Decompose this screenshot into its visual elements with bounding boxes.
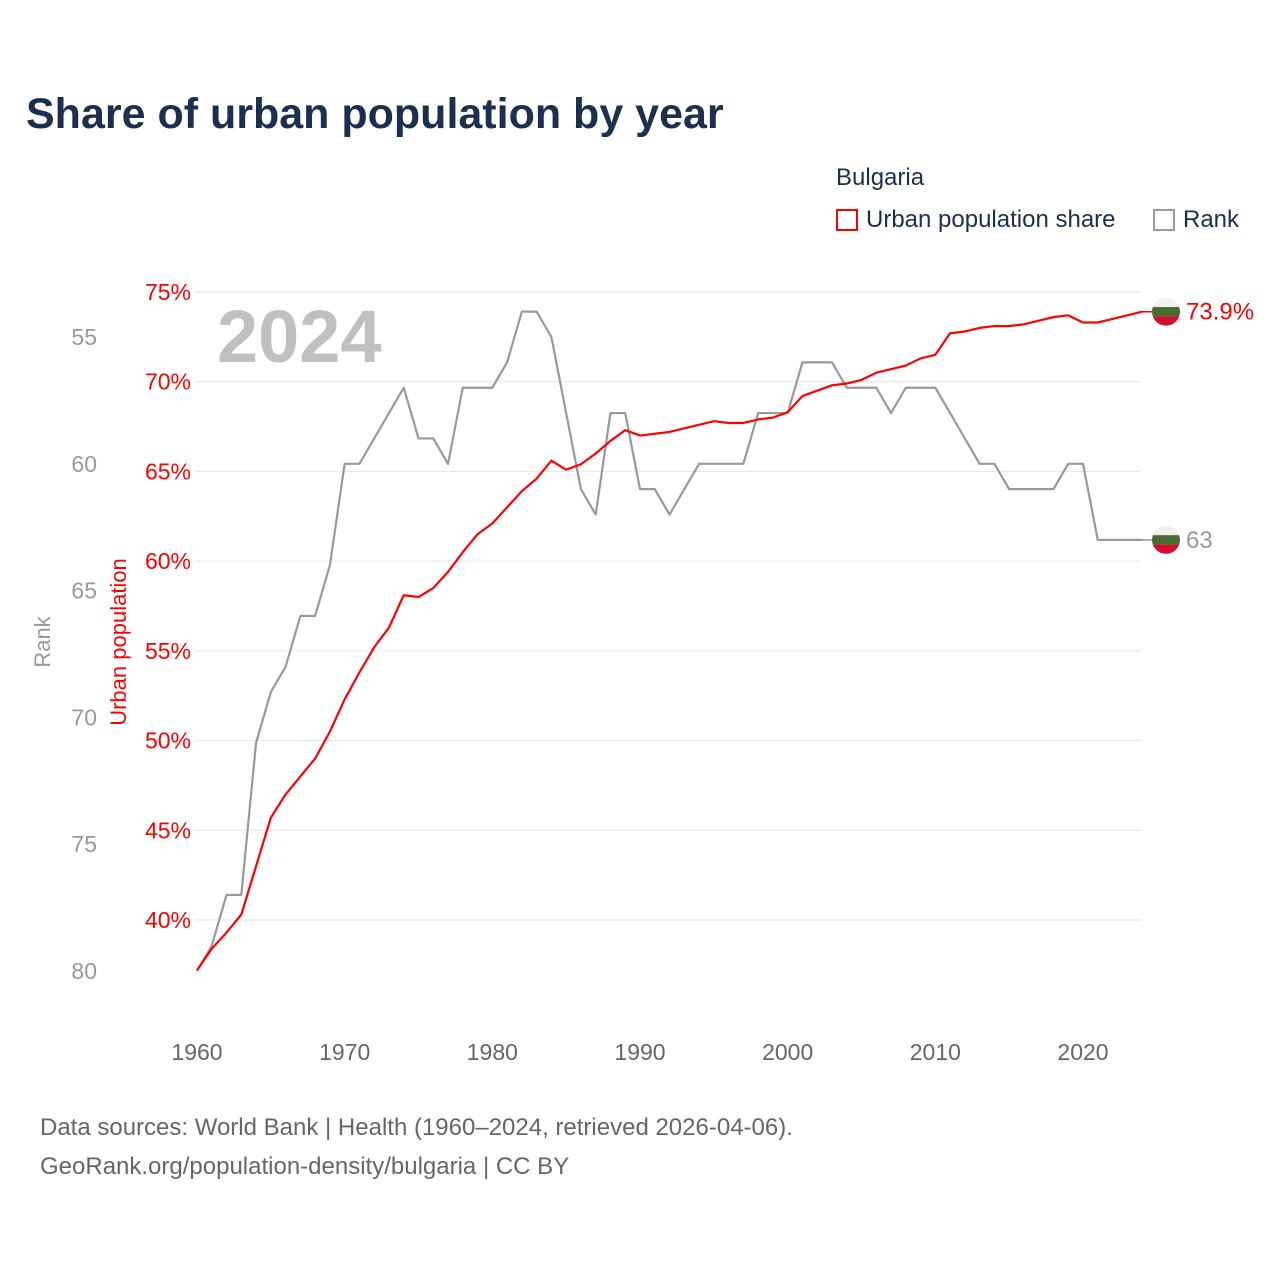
- rank-tick-label: 60: [71, 451, 97, 477]
- x-tick-label: 1990: [614, 1039, 665, 1065]
- flag-white-stripe: [1152, 525, 1180, 536]
- year-watermark: 2024: [217, 295, 382, 378]
- rank-end-label: 63: [1186, 527, 1213, 554]
- bulgaria-flag-icon: [1152, 525, 1180, 554]
- source-note: Data sources: World Bank | Health (1960–…: [40, 1108, 793, 1186]
- rank-tick-label: 80: [71, 958, 97, 984]
- urban-share-line: [196, 310, 1143, 971]
- bulgaria-flag-icon: [1152, 297, 1180, 326]
- x-tick-label: 2020: [1057, 1039, 1108, 1065]
- legend-label-rank: Rank: [1183, 206, 1240, 233]
- flag-green-stripe: [1152, 535, 1180, 545]
- legend-swatch-rank: [1153, 209, 1175, 231]
- urban-tick-label: 40%: [145, 907, 191, 933]
- legend-swatch-urban: [836, 209, 858, 231]
- legend-item-urban[interactable]: Urban population share: [836, 206, 1116, 234]
- flag-white-stripe: [1152, 297, 1180, 308]
- urban-tick-label: 50%: [145, 728, 191, 754]
- rank-tick-label: 70: [71, 704, 97, 730]
- x-tick-label: 1960: [171, 1039, 222, 1065]
- rank-axis-label: Rank: [30, 615, 55, 667]
- flag-red-stripe: [1152, 544, 1180, 554]
- flag-red-stripe: [1152, 316, 1180, 326]
- flag-green-stripe: [1152, 307, 1180, 317]
- legend-label-urban: Urban population share: [866, 206, 1116, 233]
- rank-tick-label: 65: [71, 578, 97, 604]
- urban-tick-label: 60%: [145, 548, 191, 574]
- x-tick-label: 2010: [910, 1039, 961, 1065]
- rank-line: [196, 310, 1143, 972]
- x-tick-label: 2000: [762, 1039, 813, 1065]
- urban-end-label: 73.9%: [1186, 299, 1254, 326]
- urban-tick-label: 65%: [145, 458, 191, 484]
- urban-tick-label: 75%: [145, 279, 191, 305]
- source-line-2[interactable]: GeoRank.org/population-density/bulgaria …: [40, 1153, 570, 1180]
- x-tick-label: 1970: [319, 1039, 370, 1065]
- rank-tick-label: 55: [71, 324, 97, 350]
- source-line-1: Data sources: World Bank | Health (1960–…: [40, 1114, 793, 1141]
- urban-tick-label: 55%: [145, 638, 191, 664]
- urban-tick-label: 45%: [145, 817, 191, 843]
- legend-item-rank[interactable]: Rank: [1153, 206, 1239, 234]
- urban-axis-label: Urban population: [106, 558, 131, 726]
- legend-title: Bulgaria: [836, 164, 925, 191]
- chart-title: Share of urban population by year: [26, 90, 724, 138]
- x-tick-label: 1980: [467, 1039, 518, 1065]
- rank-tick-label: 75: [71, 831, 97, 857]
- urban-tick-label: 70%: [145, 369, 191, 395]
